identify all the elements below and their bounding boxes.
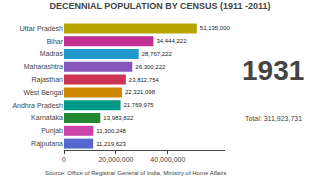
svg-text:26,300,222: 26,300,222 <box>135 64 166 70</box>
svg-text:20,000,000: 20,000,000 <box>98 156 133 163</box>
svg-text:Uttar Pradesh: Uttar Pradesh <box>20 25 63 32</box>
svg-text:Rajasthan: Rajasthan <box>31 76 63 84</box>
svg-text:34,444,222: 34,444,222 <box>156 38 187 44</box>
svg-text:13,983,822: 13,983,822 <box>103 115 134 121</box>
svg-text:DECENNIAL POPULATION BY CENSUS: DECENNIAL POPULATION BY CENSUS (1911 -20… <box>49 1 270 11</box>
svg-text:Punjab: Punjab <box>41 127 63 135</box>
svg-text:Bihar: Bihar <box>47 38 64 45</box>
svg-text:Andhra Pradesh: Andhra Pradesh <box>12 102 63 109</box>
svg-text:Source: Office of Registrar Ge: Source: Office of Registrar General of I… <box>45 170 227 176</box>
svg-text:0: 0 <box>62 156 66 163</box>
svg-text:22,321,098: 22,321,098 <box>125 89 156 95</box>
svg-text:21,769,975: 21,769,975 <box>124 102 155 108</box>
svg-text:Total: 311,923,731: Total: 311,923,731 <box>245 115 302 122</box>
svg-text:Karnataka: Karnataka <box>31 114 63 121</box>
svg-text:1931: 1931 <box>242 55 304 86</box>
svg-text:28,767,222: 28,767,222 <box>142 51 173 57</box>
svg-text:West Bengal: West Bengal <box>23 89 63 97</box>
svg-text:Madras: Madras <box>40 50 64 57</box>
svg-text:11,219,623: 11,219,623 <box>96 141 126 147</box>
svg-text:40,000,000: 40,000,000 <box>150 156 185 163</box>
svg-text:Rajputana: Rajputana <box>31 140 63 148</box>
svg-text:Maharashtra: Maharashtra <box>24 63 63 70</box>
svg-text:11,300,248: 11,300,248 <box>96 128 126 134</box>
svg-text:51,135,000: 51,135,000 <box>200 25 231 31</box>
svg-text:23,812,754: 23,812,754 <box>129 77 160 83</box>
